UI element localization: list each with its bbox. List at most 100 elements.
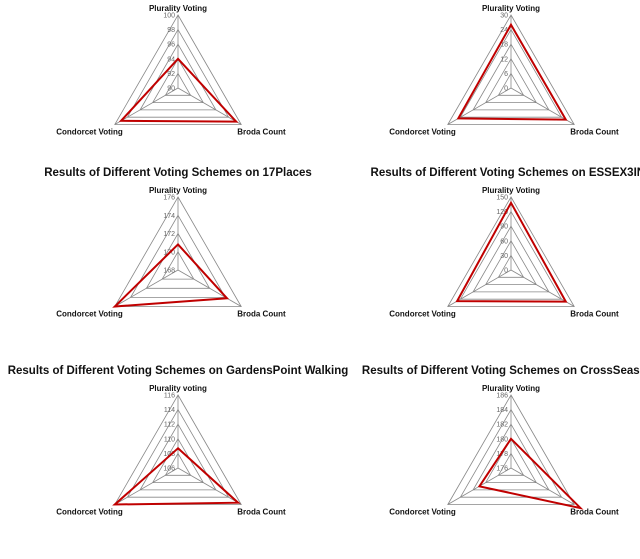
series-polygon bbox=[477, 437, 584, 510]
grid-ring bbox=[447, 14, 575, 125]
tick-label: 98 bbox=[167, 27, 175, 34]
grid-ring bbox=[459, 28, 563, 118]
tick-label: 116 bbox=[164, 393, 175, 400]
axis-label: Condorcet Voting bbox=[56, 310, 123, 319]
tick-label: 150 bbox=[496, 195, 508, 202]
tick-label: 6 bbox=[504, 71, 508, 78]
axis-label: Plurality Voting bbox=[149, 186, 207, 195]
tick-label: 114 bbox=[164, 407, 175, 414]
radar-chart-6: Results of Different Voting Schemes on C… bbox=[362, 365, 640, 516]
grid-ring bbox=[472, 225, 550, 293]
tick-label: 0 bbox=[504, 86, 508, 93]
tick-label: 108 bbox=[163, 451, 175, 458]
axis-label: Broda Count bbox=[237, 508, 286, 517]
axis-spoke bbox=[114, 87, 179, 125]
axis-label: Condorcet Voting bbox=[56, 128, 123, 137]
tick-label: 30 bbox=[500, 253, 508, 260]
tick-label: 110 bbox=[164, 436, 175, 443]
axis-spoke bbox=[510, 269, 575, 307]
radar-chart-3: Results of Different Voting Schemes on 1… bbox=[44, 167, 312, 318]
grid-ring bbox=[126, 28, 230, 118]
grid-ring bbox=[129, 214, 227, 298]
tick-label: 18 bbox=[500, 42, 508, 49]
chart-title: Results of Different Voting Schemes on G… bbox=[8, 365, 349, 377]
grid-ring bbox=[497, 72, 525, 96]
tick-label: 176 bbox=[496, 466, 508, 473]
chart-title: Results of Different Voting Schemes on C… bbox=[362, 365, 640, 377]
tick-label: 96 bbox=[167, 42, 175, 49]
grid-ring bbox=[114, 196, 242, 307]
chart-title: Results of Different Voting Schemes on 1… bbox=[44, 167, 312, 179]
series-polygon bbox=[455, 200, 568, 303]
axis-label: Condorcet Voting bbox=[389, 508, 456, 517]
grid-ring bbox=[139, 43, 217, 111]
axis-label: Condorcet Voting bbox=[56, 508, 123, 517]
tick-label: 94 bbox=[167, 56, 175, 63]
axis-spoke bbox=[510, 87, 575, 125]
tick-label: 100 bbox=[163, 13, 175, 20]
tick-label: 30 bbox=[500, 13, 508, 20]
axis-label: Plurality Voting bbox=[482, 4, 540, 13]
axis-label: Broda Count bbox=[237, 310, 286, 319]
tick-label: 90 bbox=[500, 224, 508, 231]
tick-label: 184 bbox=[496, 407, 508, 414]
grid-ring bbox=[447, 196, 575, 307]
tick-label: 176 bbox=[163, 195, 175, 202]
grid-ring bbox=[447, 394, 575, 505]
axis-label: Condorcet Voting bbox=[389, 310, 456, 319]
axis-spoke bbox=[114, 269, 179, 307]
chart-title: Results of Different Voting Schemes on E… bbox=[371, 167, 640, 179]
axis-label: Broda Count bbox=[237, 128, 286, 137]
tick-label: 92 bbox=[167, 71, 175, 78]
grid-ring bbox=[485, 438, 537, 484]
tick-label: 172 bbox=[163, 231, 175, 238]
axis-label: Broda Count bbox=[570, 310, 619, 319]
grid-ring bbox=[485, 58, 537, 103]
grid-ring bbox=[459, 210, 563, 300]
axis-spoke bbox=[510, 467, 575, 505]
axis-label: Plurality Voting bbox=[482, 384, 540, 393]
grid-ring bbox=[459, 408, 563, 498]
tick-label: 12 bbox=[500, 56, 508, 63]
radar-chart-5: Results of Different Voting Schemes on G… bbox=[8, 365, 349, 516]
axis-label: Plurality Voting bbox=[149, 4, 207, 13]
grid-ring bbox=[472, 43, 550, 111]
axis-spoke bbox=[177, 87, 242, 125]
grid-ring bbox=[164, 72, 192, 96]
axis-spoke bbox=[177, 269, 242, 307]
grid-ring bbox=[126, 408, 230, 498]
tick-label: 186 bbox=[496, 393, 508, 400]
radar-chart-4: Results of Different Voting Schemes on E… bbox=[371, 167, 640, 318]
tick-label: 90 bbox=[167, 86, 175, 93]
tick-label: 112 bbox=[164, 422, 175, 429]
tick-label: 60 bbox=[500, 238, 508, 245]
axis-label: Broda Count bbox=[570, 508, 619, 517]
axis-label: Broda Count bbox=[570, 128, 619, 137]
axis-label: Plurality voting bbox=[149, 384, 207, 393]
grid-ring bbox=[485, 240, 537, 286]
grid-ring bbox=[139, 423, 217, 491]
tick-label: 106 bbox=[163, 466, 175, 473]
axis-label: Condorcet Voting bbox=[389, 128, 456, 137]
series-polygon bbox=[112, 446, 241, 506]
axis-label: Plurality Voting bbox=[482, 186, 540, 195]
grid-ring bbox=[161, 251, 195, 280]
tick-label: 24 bbox=[500, 27, 508, 34]
tick-label: 168 bbox=[163, 268, 175, 275]
tick-label: 120 bbox=[496, 209, 508, 216]
series-polygon bbox=[112, 242, 230, 308]
tick-label: 178 bbox=[496, 451, 508, 458]
grid-ring bbox=[152, 58, 204, 103]
tick-label: 180 bbox=[496, 436, 508, 443]
grid-ring bbox=[114, 14, 242, 125]
axis-spoke bbox=[177, 467, 242, 505]
series-polygon bbox=[456, 22, 568, 121]
tick-label: 0 bbox=[504, 268, 508, 275]
axis-spoke bbox=[114, 467, 179, 505]
grid-ring bbox=[497, 254, 525, 278]
tick-label: 174 bbox=[163, 213, 175, 220]
grid-ring bbox=[164, 452, 192, 476]
